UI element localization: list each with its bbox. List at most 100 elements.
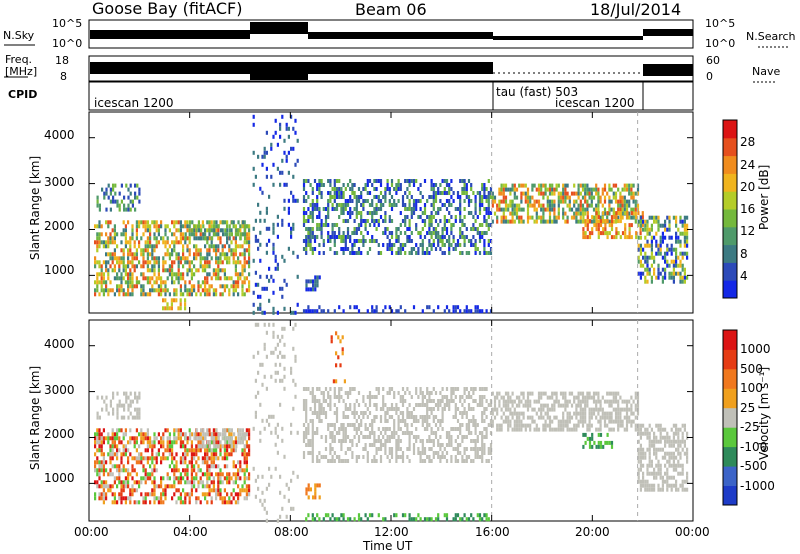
heatmap-cell: [481, 431, 484, 435]
heatmap-cell: [237, 428, 240, 433]
heatmap-cell: [637, 243, 640, 248]
heatmap-cell: [248, 256, 251, 261]
heatmap-cell: [476, 435, 479, 439]
heatmap-cell: [408, 203, 411, 207]
heatmap-cell: [257, 282, 260, 287]
heatmap-cell: [294, 118, 297, 123]
heatmap-cell: [290, 366, 293, 371]
heatmap-cell: [215, 444, 218, 449]
heatmap-cell: [116, 428, 119, 433]
heatmap-cell: [360, 215, 363, 219]
heatmap-cell: [507, 399, 510, 404]
heatmap-cell: [417, 447, 420, 451]
heatmap-cell: [393, 427, 396, 431]
heatmap-cell: [116, 272, 119, 277]
heatmap-cell: [100, 496, 103, 501]
heatmap-cell: [338, 305, 341, 310]
heatmap-cell: [664, 227, 667, 232]
heatmap-cell: [195, 448, 198, 453]
heatmap-cell: [432, 451, 435, 455]
heatmap-cell: [404, 391, 407, 395]
heatmap-cell: [138, 484, 141, 489]
heatmap-cell: [151, 256, 154, 261]
heatmap-cell: [333, 459, 336, 463]
heatmap-cell: [320, 391, 323, 395]
heatmap-cell: [94, 432, 97, 437]
heatmap-cell: [202, 444, 205, 449]
heatmap-cell: [149, 260, 152, 265]
heatmap-cell: [639, 451, 642, 456]
heatmap-cell: [171, 252, 174, 257]
heatmap-cell: [513, 211, 516, 216]
heatmap-cell: [642, 263, 645, 268]
heatmap-cell: [644, 275, 647, 280]
heatmap-cell: [179, 480, 182, 485]
heatmap-cell: [393, 431, 396, 435]
heatmap-cell: [686, 231, 689, 236]
heatmap-cell: [441, 415, 444, 419]
heatmap-cell: [340, 207, 343, 211]
heatmap-cell: [190, 452, 193, 457]
heatmap-cell: [311, 451, 314, 455]
heatmap-cell: [212, 248, 215, 253]
heatmap-cell: [467, 391, 471, 395]
heatmap-cell: [217, 456, 220, 461]
heatmap-cell: [657, 487, 660, 492]
heatmap-cell: [518, 415, 521, 420]
heatmap-cell: [276, 234, 279, 239]
heatmap-cell: [171, 276, 174, 281]
heatmap-cell: [390, 179, 394, 183]
heatmap-cell: [305, 411, 308, 415]
heatmap-cell: [331, 455, 334, 459]
heatmap-cell: [509, 407, 512, 412]
heatmap-cell: [279, 170, 282, 175]
heatmap-cell: [366, 427, 369, 431]
heatmap-cell: [655, 455, 658, 460]
heatmap-cell: [375, 309, 378, 314]
heatmap-cell: [232, 464, 235, 469]
heatmap-cell: [102, 480, 105, 485]
heatmap-cell: [327, 199, 330, 203]
heatmap-cell: [142, 284, 145, 289]
heatmap-cell: [239, 492, 242, 497]
heatmap-cell: [153, 464, 156, 469]
heatmap-cell: [595, 223, 598, 228]
heatmap-cell: [632, 191, 635, 196]
heatmap-cell: [664, 471, 667, 476]
heatmap-cell: [344, 435, 347, 439]
heatmap-cell: [215, 456, 218, 461]
heatmap-cell: [179, 272, 182, 277]
heatmap-cell: [474, 305, 477, 310]
heatmap-cell: [419, 459, 422, 463]
heatmap-cell: [149, 224, 152, 229]
heatmap-cell: [483, 435, 486, 439]
heatmap-cell: [351, 455, 354, 459]
heatmap-cell: [575, 427, 578, 432]
heatmap-cell: [498, 403, 501, 408]
heatmap-cell: [98, 472, 101, 477]
heatmap-cell: [642, 431, 645, 436]
heatmap-cell: [650, 471, 653, 476]
heatmap-cell: [162, 260, 165, 265]
heatmap-cell: [109, 207, 112, 212]
heatmap-cell: [338, 215, 341, 219]
heatmap-cell: [276, 354, 279, 359]
heatmap-cell: [377, 195, 380, 199]
heatmap-cell: [206, 476, 209, 481]
heatmap-cell: [331, 227, 334, 231]
heatmap-cell: [406, 411, 409, 415]
heatmap-cell: [94, 288, 97, 293]
heatmap-cell: [428, 223, 431, 227]
heatmap-cell: [327, 423, 330, 427]
heatmap-cell: [268, 482, 271, 487]
heatmap-cell: [96, 280, 99, 285]
heatmap-cell: [575, 211, 578, 216]
heatmap-cell: [346, 211, 350, 215]
heatmap-cell: [335, 187, 339, 191]
heatmap-cell: [322, 395, 325, 399]
heatmap-cell: [518, 203, 521, 208]
heatmap-cell: [257, 154, 260, 159]
heatmap-cell: [221, 496, 224, 501]
heatmap-cell: [384, 227, 387, 231]
heatmap-cell: [228, 480, 231, 485]
